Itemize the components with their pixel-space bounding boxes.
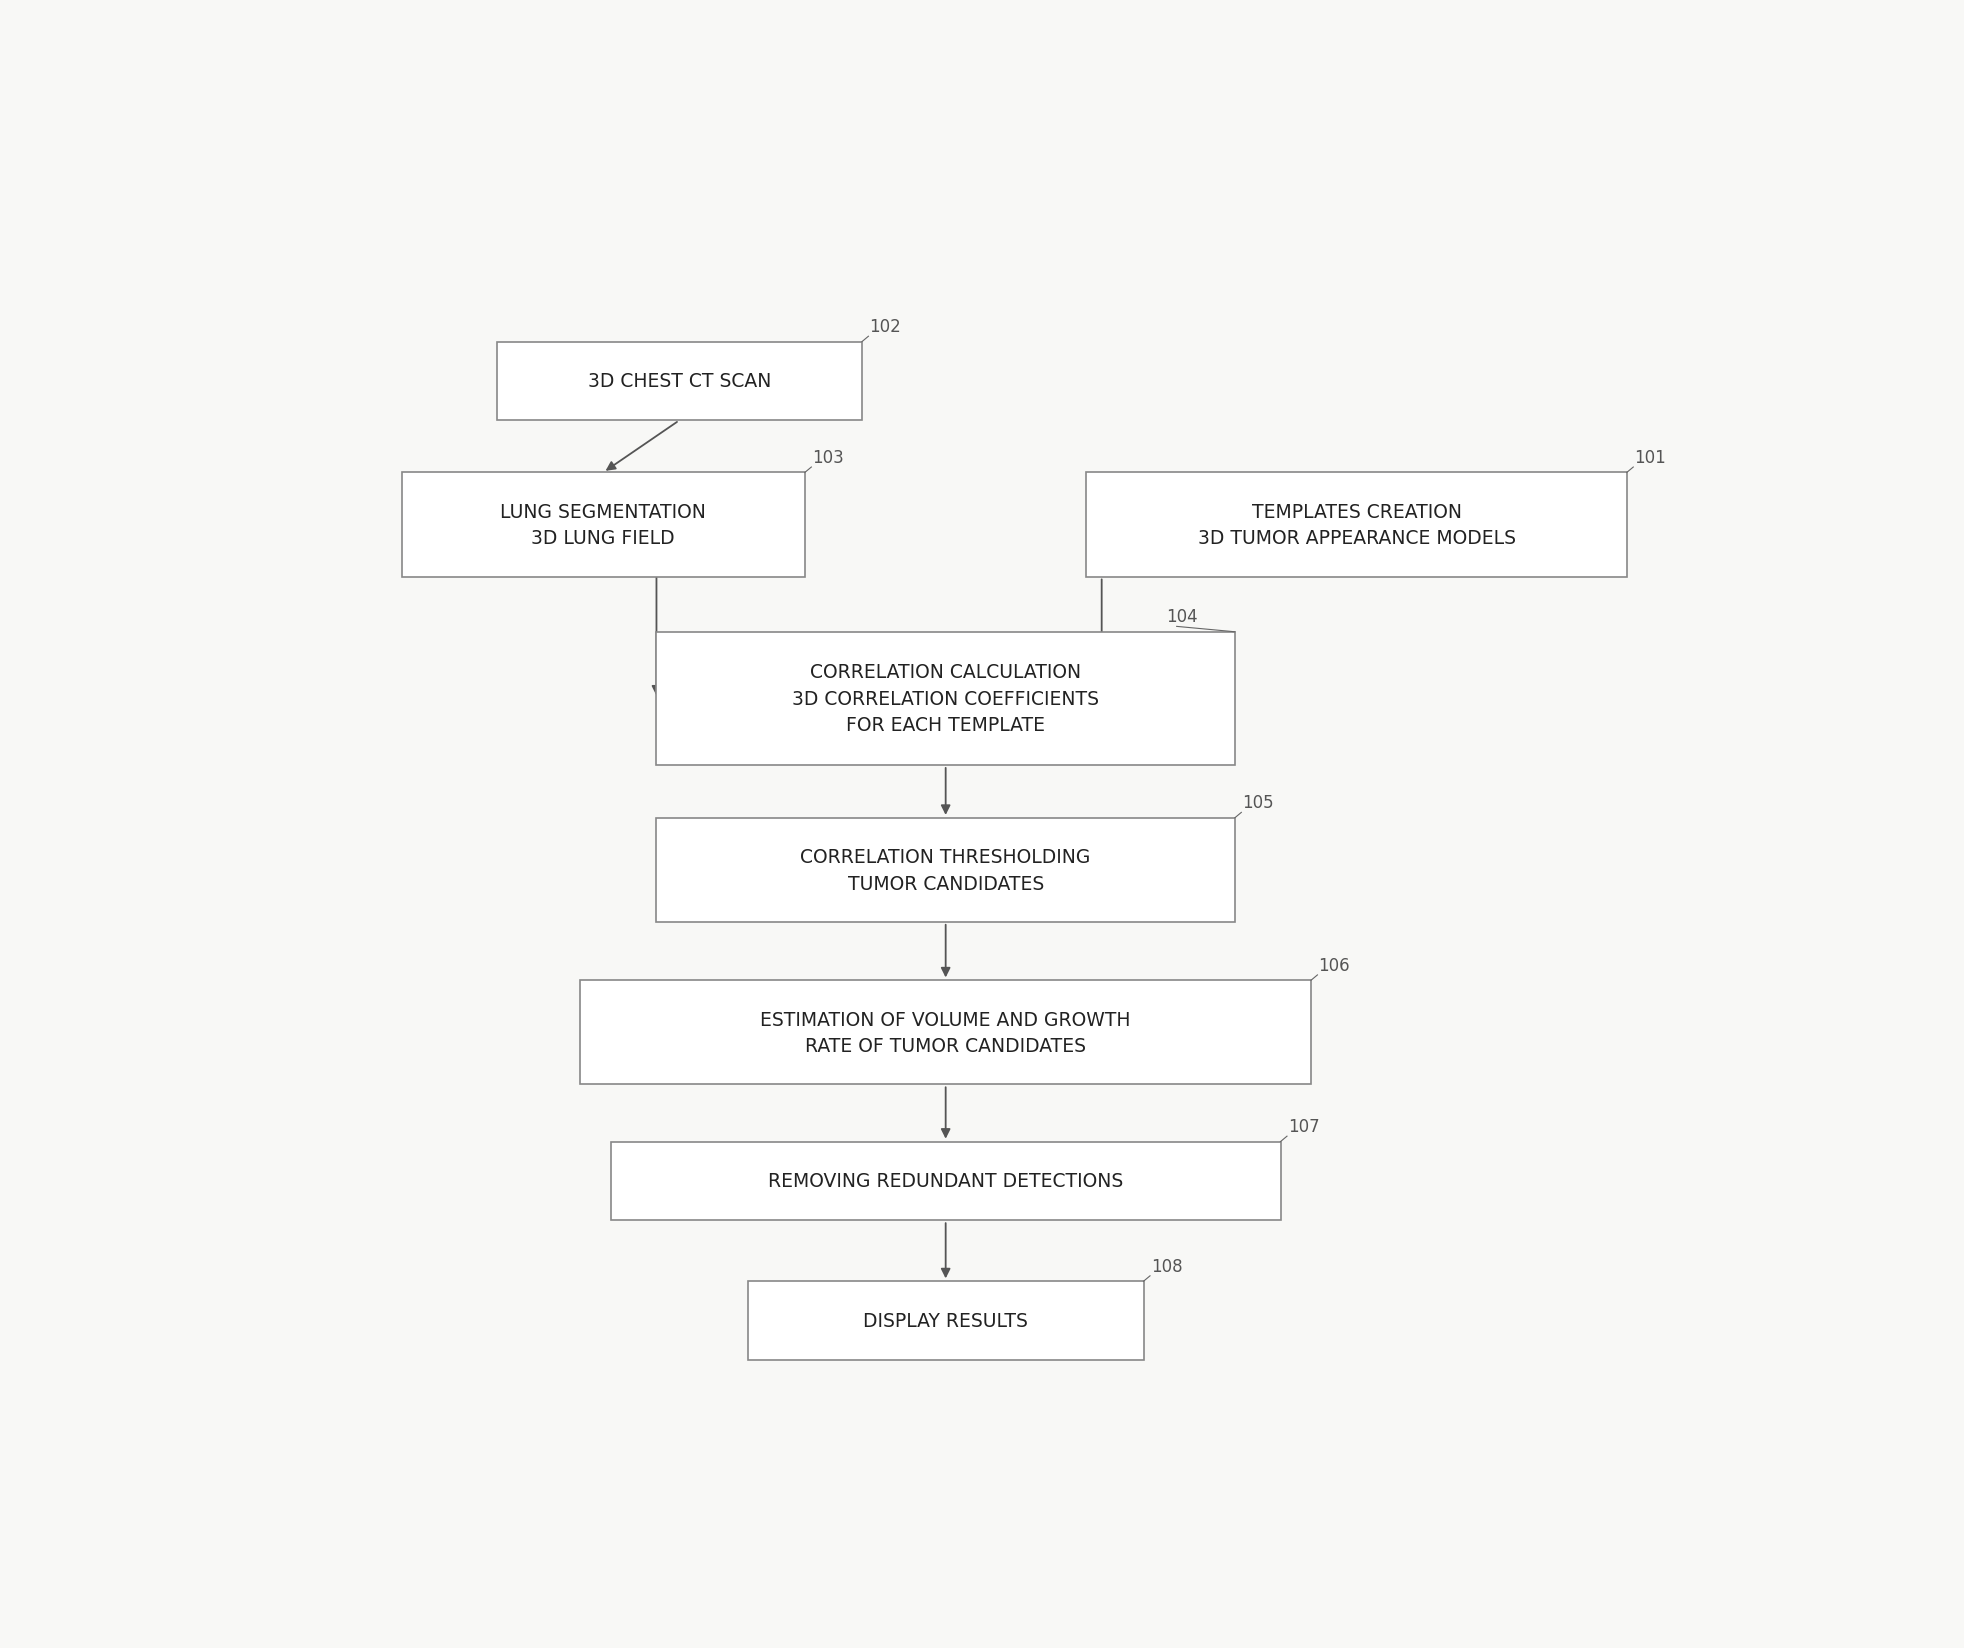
Text: 108: 108 bbox=[1151, 1257, 1182, 1276]
Text: 107: 107 bbox=[1288, 1117, 1320, 1135]
Text: LUNG SEGMENTATION
3D LUNG FIELD: LUNG SEGMENTATION 3D LUNG FIELD bbox=[501, 503, 707, 547]
FancyBboxPatch shape bbox=[581, 981, 1312, 1084]
Text: CORRELATION THRESHOLDING
TUMOR CANDIDATES: CORRELATION THRESHOLDING TUMOR CANDIDATE… bbox=[801, 847, 1090, 893]
FancyBboxPatch shape bbox=[1086, 473, 1626, 577]
Text: REMOVING REDUNDANT DETECTIONS: REMOVING REDUNDANT DETECTIONS bbox=[768, 1172, 1123, 1192]
FancyBboxPatch shape bbox=[748, 1282, 1143, 1360]
Text: CORRELATION CALCULATION
3D CORRELATION COEFFICIENTS
FOR EACH TEMPLATE: CORRELATION CALCULATION 3D CORRELATION C… bbox=[791, 662, 1100, 735]
Text: ESTIMATION OF VOLUME AND GROWTH
RATE OF TUMOR CANDIDATES: ESTIMATION OF VOLUME AND GROWTH RATE OF … bbox=[760, 1010, 1131, 1055]
FancyBboxPatch shape bbox=[401, 473, 805, 577]
FancyBboxPatch shape bbox=[656, 819, 1235, 923]
FancyBboxPatch shape bbox=[611, 1142, 1281, 1221]
Text: 102: 102 bbox=[870, 318, 901, 336]
Text: 106: 106 bbox=[1318, 956, 1349, 974]
Text: 104: 104 bbox=[1167, 608, 1198, 626]
Text: 3D CHEST CT SCAN: 3D CHEST CT SCAN bbox=[587, 372, 772, 391]
Text: 101: 101 bbox=[1634, 448, 1665, 466]
FancyBboxPatch shape bbox=[656, 633, 1235, 766]
Text: 105: 105 bbox=[1243, 794, 1275, 812]
Text: DISPLAY RESULTS: DISPLAY RESULTS bbox=[864, 1312, 1027, 1330]
Text: TEMPLATES CREATION
3D TUMOR APPEARANCE MODELS: TEMPLATES CREATION 3D TUMOR APPEARANCE M… bbox=[1198, 503, 1516, 547]
FancyBboxPatch shape bbox=[497, 343, 862, 422]
Text: 103: 103 bbox=[813, 448, 845, 466]
